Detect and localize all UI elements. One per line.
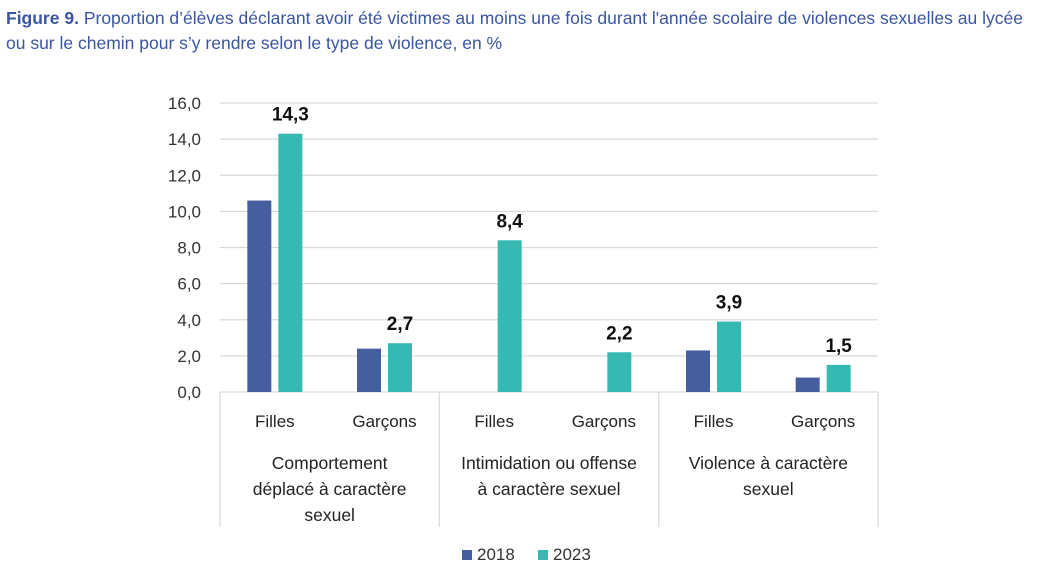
y-tick-label: 4,0 (177, 311, 201, 330)
legend-swatch-2023 (538, 550, 548, 560)
bar-2018 (795, 377, 820, 392)
bar-2023 (607, 352, 632, 392)
x-category-label: Garçons (791, 412, 855, 431)
legend-label: 2018 (477, 545, 515, 564)
x-group-label: Intimidation ou offense (461, 453, 637, 473)
bar-2023 (826, 364, 851, 392)
y-tick-label: 10,0 (168, 202, 201, 221)
figure-title: Proportion d’élèves déclarant avoir été … (6, 8, 1023, 53)
y-tick-label: 2,0 (177, 347, 201, 366)
bar-2023 (388, 343, 412, 392)
x-group-label: Comportement (272, 453, 388, 473)
x-group-label: déplacé à caractère (253, 479, 407, 499)
data-label: 8,4 (496, 211, 523, 232)
data-label: 1,5 (825, 336, 852, 357)
x-group-label: sexuel (743, 479, 794, 499)
y-tick-label: 16,0 (168, 94, 201, 113)
bar-2023 (497, 240, 522, 392)
bar-2023 (278, 133, 303, 393)
x-category-label: Garçons (352, 412, 416, 431)
figure-caption: Figure 9. Proportion d’élèves déclarant … (6, 6, 1046, 56)
y-tick-label: 12,0 (168, 166, 201, 185)
data-label: 2,7 (387, 314, 413, 335)
x-category-label: Filles (474, 412, 514, 431)
legend-swatch-2018 (462, 550, 472, 560)
x-group-label: sexuel (304, 505, 355, 525)
data-label: 2,2 (606, 323, 632, 344)
y-tick-label: 0,0 (177, 383, 201, 402)
data-label: 3,9 (716, 293, 742, 314)
x-category-label: Garçons (572, 412, 636, 431)
y-tick-label: 8,0 (177, 239, 201, 258)
bar-2018 (247, 200, 272, 392)
x-group-label: Violence à caractère (689, 453, 848, 473)
x-category-label: Filles (694, 412, 734, 431)
data-label: 14,3 (272, 105, 309, 126)
figure-number: Figure 9. (6, 8, 79, 28)
x-group-label: à caractère sexuel (478, 479, 621, 499)
bar-2018 (686, 350, 710, 392)
bar-2023 (717, 321, 741, 392)
y-tick-label: 14,0 (168, 130, 201, 149)
y-tick-label: 6,0 (177, 275, 201, 294)
bar-2018 (357, 348, 381, 392)
legend-label: 2023 (553, 545, 591, 564)
x-category-label: Filles (255, 412, 295, 431)
